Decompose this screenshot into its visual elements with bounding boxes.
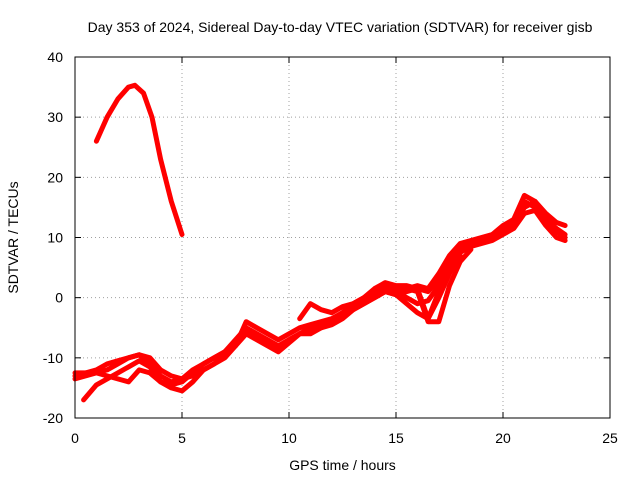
series-line-track-2 [72,192,568,385]
x-tick-label: 0 [71,430,79,446]
y-axis-label: SDTVAR / TECUs [5,181,21,293]
x-axis-label: GPS time / hours [289,457,396,473]
axis-ticks: 0 5 10 15 20 25 -20 -10 0 10 20 30 40 [43,49,618,446]
series-layer [72,82,568,403]
series-line-track-5 [297,253,463,322]
grid [75,57,610,418]
x-tick-label: 15 [388,430,404,446]
y-tick-label: 20 [47,169,63,185]
series-line-track-6 [393,247,474,325]
x-tick-label: 10 [281,430,297,446]
series-line-arc-high [93,82,185,237]
y-tick-label: 30 [47,109,63,125]
x-tick-label: 25 [602,430,618,446]
y-tick-label: 40 [47,49,63,65]
y-tick-label: 10 [47,230,63,246]
x-tick-label: 5 [178,430,186,446]
y-tick-label: -20 [43,410,63,426]
series-line-track-1 [72,198,568,382]
x-tick-label: 20 [495,430,511,446]
series-line-track-4 [72,198,568,388]
chart-title: Day 353 of 2024, Sidereal Day-to-day VTE… [88,19,593,35]
y-tick-label: -10 [43,350,63,366]
series-line-track-3 [81,207,568,403]
y-tick-label: 0 [55,290,63,306]
